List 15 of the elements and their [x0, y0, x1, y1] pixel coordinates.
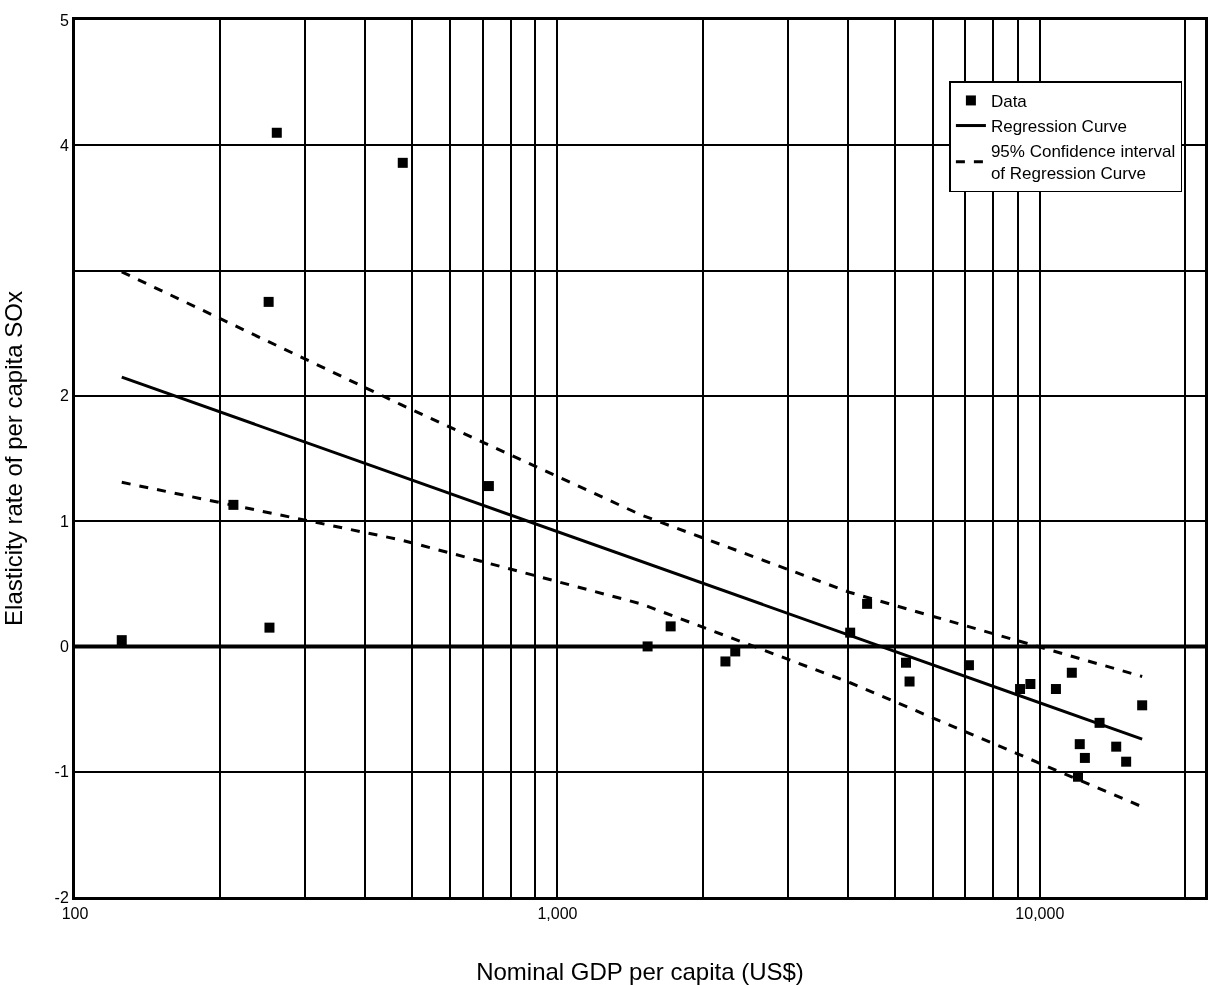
y-axis-title: Elasticity rate of per capita SOx: [0, 291, 27, 626]
y-tick-label: 2: [59, 387, 69, 405]
y-tick-label: 4: [59, 136, 69, 154]
y-tick-label: -1: [54, 763, 69, 781]
x-tick-label: 1,000: [537, 905, 578, 923]
legend-label: 95% Confidence interval of Regression Curve: [990, 142, 1176, 184]
y-tick-label: 5: [59, 11, 69, 29]
x-tick-label: 10,000: [1015, 905, 1065, 923]
x-tick-label: 100: [61, 905, 89, 923]
legend-label: Regression Curve: [990, 117, 1127, 137]
y-tick-label: 0: [59, 638, 69, 656]
y-tick-label: -2: [54, 888, 69, 906]
y-tick-label: 1: [59, 512, 69, 530]
legend-label: Data: [990, 92, 1028, 112]
x-axis-title: Nominal GDP per capita (US$): [476, 958, 804, 985]
